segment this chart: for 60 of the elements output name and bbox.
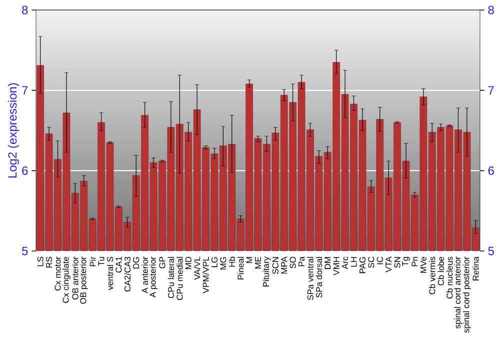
y-axis-title: Log2 (expression)	[8, 83, 20, 178]
x-tick-label: A anterior	[142, 256, 148, 294]
x-tick-label: M	[246, 257, 252, 263]
y2-tick-label: 5	[488, 246, 494, 256]
x-tick-label: DM	[324, 257, 331, 269]
y2-tick-label: 7	[488, 86, 494, 94]
x-tick-label: OB posterior	[80, 256, 88, 304]
x-tick-label: SO	[290, 256, 296, 268]
x-tick-label: SPa dorsal	[316, 257, 322, 298]
y2-tick-label: 8	[488, 6, 494, 14]
x-tick-label: DG	[133, 257, 140, 268]
x-tick-label: CA2/CA3	[124, 256, 131, 292]
x-tick-label: CA1	[116, 256, 122, 273]
x-tick-label: SPa ventral	[307, 257, 314, 300]
x-tick-label: Cb lobe	[438, 256, 444, 286]
x-tick-label: OB anterior	[72, 256, 78, 300]
y2-tick-label: 6	[488, 166, 494, 175]
x-tick-label: A posterior	[150, 256, 158, 298]
x-tick-label: spinal cord posterior	[462, 256, 471, 333]
y-tick-label: 5	[22, 246, 28, 256]
x-tick-label: Arc	[342, 256, 348, 270]
x-tick-label: Pn	[412, 257, 418, 266]
y-tick-label: 7	[22, 86, 28, 94]
x-tick-label: Tu	[98, 257, 104, 266]
x-tick-label: LS	[37, 256, 44, 266]
x-tick-label: Hb	[228, 256, 235, 267]
x-tick-label: Cx motor	[54, 256, 61, 290]
x-tick-label: ME	[255, 256, 261, 268]
y-tick-label: 6	[22, 166, 28, 175]
y-tick-label: 8	[22, 6, 28, 14]
x-tick-label: spinal cord anterior	[454, 256, 462, 328]
x-tick-label: Pineal	[237, 257, 244, 280]
x-tick-label: IC	[376, 256, 383, 264]
x-tick-label: Pir	[90, 256, 96, 266]
x-tick-label: CPu lateral	[168, 257, 174, 298]
x-tick-label: VA/VL	[194, 256, 200, 280]
x-tick-label: MVe	[420, 256, 426, 273]
x-tick-label: VPM/VPL	[202, 256, 209, 294]
x-tick-label: ventral S	[106, 256, 114, 290]
x-tick-label: Pituitary	[262, 256, 271, 286]
x-tick-label: SN	[394, 257, 400, 268]
x-tick-label: Pa	[298, 256, 304, 266]
x-tick-label: LG	[211, 257, 218, 268]
x-tick-label: Retina	[472, 256, 479, 280]
x-tick-label: SC	[368, 256, 374, 268]
x-tick-label: LH	[350, 257, 357, 267]
x-tick-label: VMH	[333, 257, 340, 276]
x-tick-label: CPu medial	[176, 257, 183, 300]
x-tick-label: VTA	[386, 256, 392, 272]
x-tick-label: MG	[220, 257, 226, 270]
x-tick-label: Cb vermis	[429, 256, 436, 294]
x-tick-label: PAG	[359, 257, 366, 274]
x-tick-label: SCN	[272, 257, 278, 274]
x-tick-label: GP	[159, 256, 166, 268]
x-tick-label: Cb nucleus	[446, 256, 453, 299]
x-tick-label: MD	[185, 256, 192, 269]
x-tick-label: Cx cingulate	[62, 256, 70, 303]
x-tick-label: Tg	[402, 257, 410, 266]
x-tick-label: RS	[46, 256, 52, 268]
x-tick-label: MPA	[281, 256, 288, 274]
